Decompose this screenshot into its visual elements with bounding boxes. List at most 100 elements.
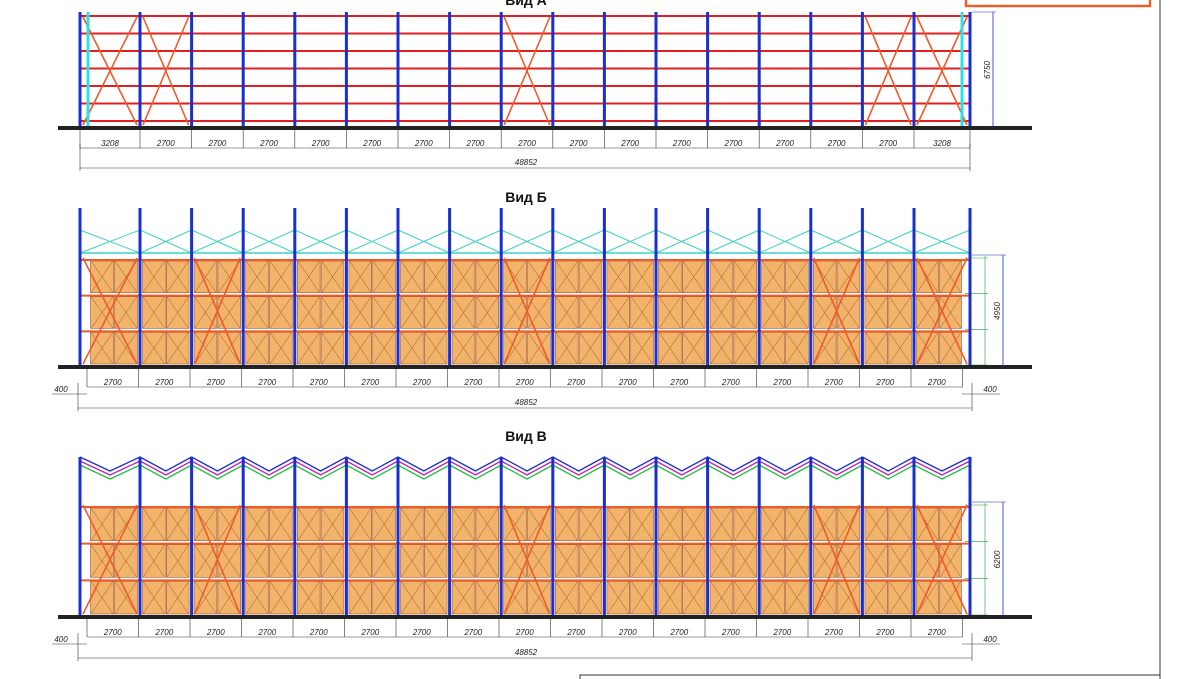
title-block: [579, 674, 1160, 679]
pallet-cross: [297, 260, 320, 293]
dim-label: 2700: [566, 628, 585, 637]
pallet-cross: [682, 507, 705, 541]
pallet-cross: [142, 332, 166, 365]
top-brace: [191, 229, 244, 254]
pallet-cross: [372, 296, 396, 329]
pallet-cross: [916, 296, 939, 329]
pallet-cross: [476, 544, 499, 578]
brace: [813, 504, 861, 615]
pallet-cross: [579, 544, 602, 578]
pallet-cross: [269, 332, 293, 365]
pallet-cross: [555, 544, 578, 578]
pallet-cross: [630, 507, 654, 541]
pallet-cross: [400, 507, 424, 541]
pallet-cross: [682, 332, 705, 365]
dim-label: 2700: [566, 378, 585, 387]
pallet-cross: [245, 581, 269, 615]
pallet-cross: [785, 581, 809, 615]
dim-label: 2700: [824, 378, 843, 387]
pallet-cross: [527, 332, 551, 365]
pallet-cross: [939, 332, 962, 365]
stamp: [964, 0, 1152, 8]
pallet-cross: [400, 332, 424, 365]
pallet-cross: [916, 260, 939, 293]
pallet-cross: [166, 332, 189, 365]
pallet-cross: [424, 296, 447, 329]
pallet-cross: [90, 581, 114, 615]
pallet-cross: [245, 544, 269, 578]
height-label: 4950: [993, 302, 1002, 320]
pallet-cross: [114, 296, 138, 329]
pallet-cross: [194, 332, 217, 365]
dim-label: 2700: [257, 378, 276, 387]
pallet-cross: [372, 260, 396, 293]
dim-label: 2700: [775, 139, 794, 148]
top-brace: [242, 229, 296, 254]
pallet-cross: [476, 507, 499, 541]
dim-label: 2700: [156, 139, 175, 148]
pallet-cross: [888, 507, 912, 541]
pallet-cross: [349, 507, 372, 541]
dim-label: 2700: [772, 378, 791, 387]
pallet-cross: [503, 581, 527, 615]
brace: [916, 504, 968, 615]
pallet-cross: [813, 581, 836, 615]
pallet-cross: [682, 260, 705, 293]
pallet-cross: [579, 260, 602, 293]
pallet-cross: [761, 581, 785, 615]
pallet-cross: [372, 581, 396, 615]
view-title: Вид А: [505, 0, 547, 8]
pallet-cross: [865, 296, 888, 329]
top-brace: [139, 229, 192, 254]
pallet-cross: [476, 260, 499, 293]
brace: [142, 16, 190, 126]
pallet-cross: [90, 332, 114, 365]
brace: [864, 16, 912, 126]
pallet-cross: [166, 581, 189, 615]
pallet-cross: [658, 581, 682, 615]
pallet-cross: [476, 332, 499, 365]
dim-label: 2700: [154, 628, 173, 637]
pallet-cross: [785, 260, 809, 293]
pallet-cross: [245, 260, 269, 293]
pallet-cross: [607, 544, 630, 578]
pallet-cross: [761, 544, 785, 578]
pallet-cross: [658, 544, 682, 578]
pallet-cross: [297, 544, 320, 578]
pallet-cross: [452, 296, 475, 329]
pallet-cross: [813, 260, 836, 293]
pallet-cross: [813, 507, 836, 541]
pallet-cross: [555, 260, 578, 293]
pallet-cross: [269, 507, 293, 541]
brace: [82, 16, 138, 126]
dim-total: 48852: [515, 398, 538, 407]
brace: [82, 257, 138, 365]
pallet-cross: [269, 260, 293, 293]
dim-label: 2700: [721, 628, 740, 637]
pallet-cross: [297, 581, 320, 615]
pallet-cross: [939, 260, 962, 293]
dim-label: 2700: [618, 378, 637, 387]
pallet-cross: [452, 507, 475, 541]
pallet-cross: [527, 581, 551, 615]
pallet-cross: [865, 507, 888, 541]
dim-label: 2700: [103, 628, 122, 637]
pallet-cross: [424, 260, 447, 293]
pallet-cross: [142, 296, 166, 329]
view-title: Вид В: [505, 428, 547, 444]
pallet-cross: [349, 296, 372, 329]
dim-label: 2700: [412, 378, 431, 387]
pallet-cross: [142, 260, 166, 293]
dim-label: 2700: [517, 139, 536, 148]
pallet-cross: [349, 581, 372, 615]
dim-label: 2700: [463, 378, 482, 387]
pallet-cross: [166, 260, 189, 293]
pallet-cross: [245, 332, 269, 365]
pallet-cross: [114, 581, 138, 615]
pallet-cross: [916, 544, 939, 578]
pallet-cross: [400, 296, 424, 329]
dim-label: 2700: [772, 628, 791, 637]
dim-label: 2700: [515, 378, 534, 387]
pallet-cross: [888, 544, 912, 578]
dim-label: 2700: [672, 139, 691, 148]
